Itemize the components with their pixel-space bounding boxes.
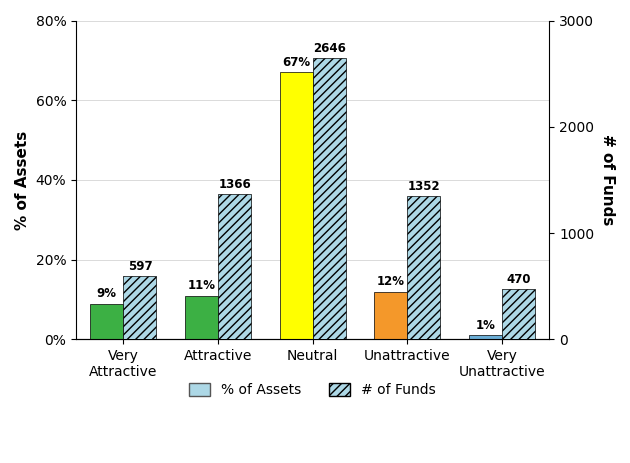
Bar [408, 196, 440, 339]
Bar [123, 276, 156, 339]
Text: 470: 470 [507, 273, 531, 286]
Y-axis label: # of Funds: # of Funds [600, 134, 615, 225]
Text: 67%: 67% [282, 56, 310, 69]
Bar [374, 292, 408, 339]
Bar [218, 194, 251, 339]
Text: 1366: 1366 [218, 178, 251, 191]
Text: 2646: 2646 [313, 42, 346, 55]
Bar [90, 304, 123, 339]
Bar [502, 289, 535, 339]
Text: 1352: 1352 [408, 180, 440, 193]
Text: 597: 597 [128, 260, 152, 273]
Text: 1%: 1% [476, 319, 495, 332]
Bar [185, 295, 218, 339]
Legend: % of Assets, # of Funds: % of Assets, # of Funds [184, 378, 442, 403]
Bar [469, 336, 502, 339]
Y-axis label: % of Assets: % of Assets [15, 131, 30, 230]
Text: 9%: 9% [97, 288, 117, 300]
Bar [280, 72, 312, 339]
Text: 11%: 11% [188, 280, 215, 293]
Text: 12%: 12% [377, 275, 404, 288]
Bar [312, 58, 346, 339]
